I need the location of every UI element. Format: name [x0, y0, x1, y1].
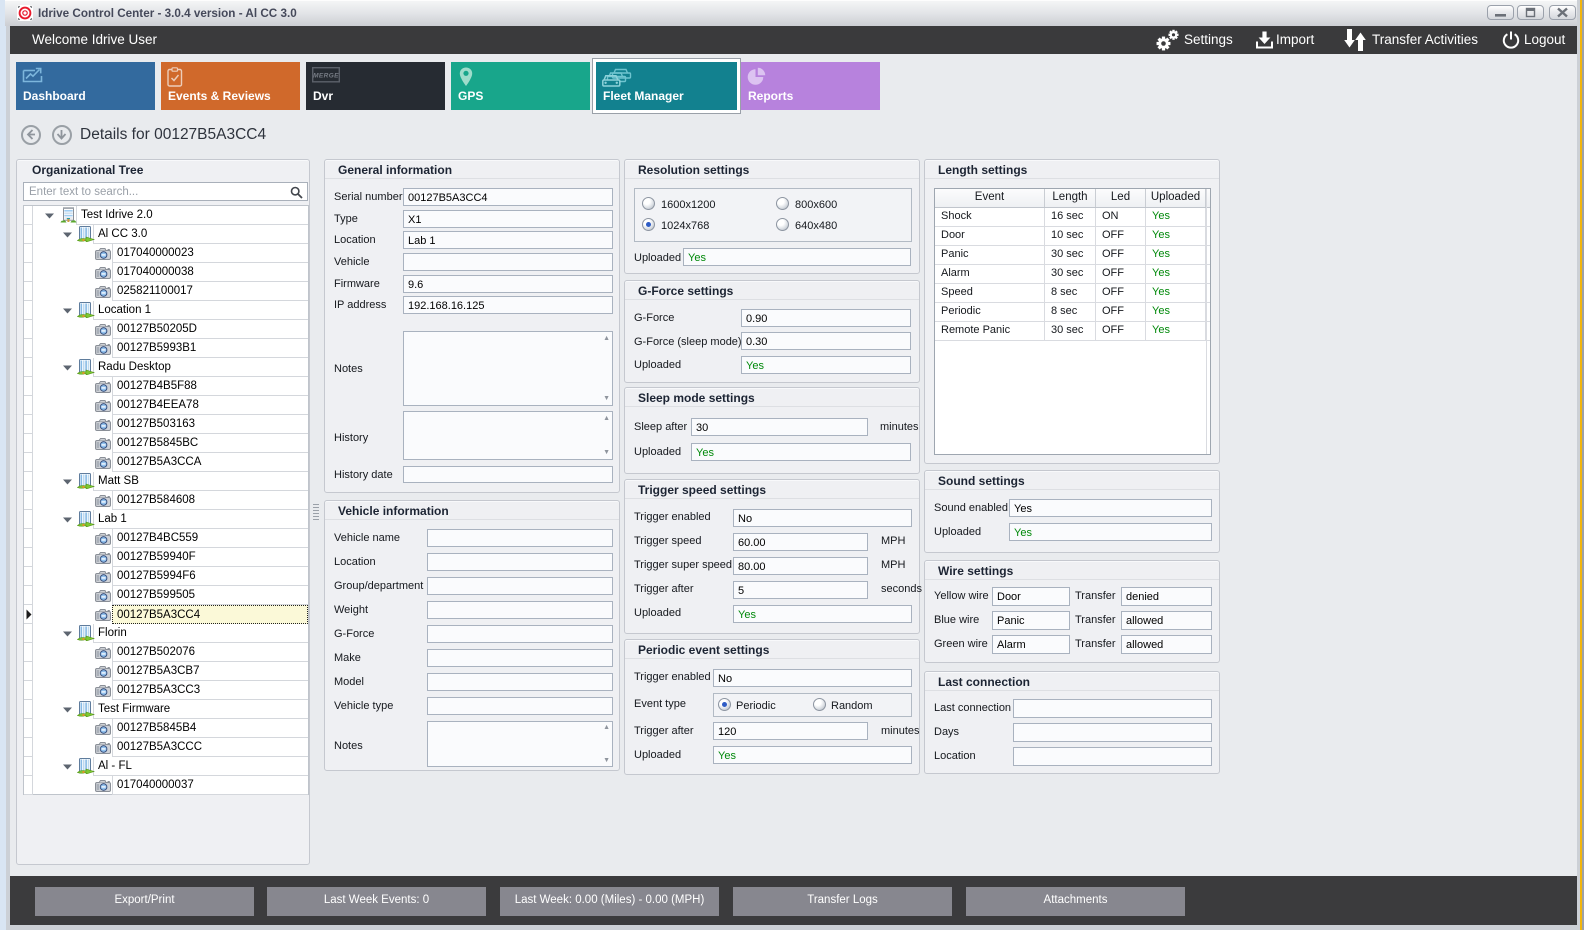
svg-text:MERGE: MERGE: [313, 73, 339, 80]
